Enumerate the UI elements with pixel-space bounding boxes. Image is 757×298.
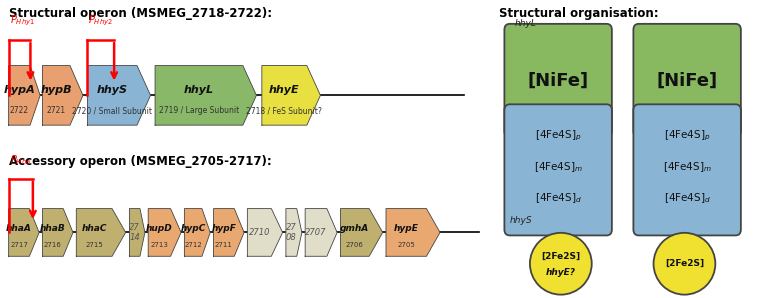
Polygon shape	[8, 66, 40, 125]
Text: [NiFe]: [NiFe]	[528, 72, 589, 89]
Polygon shape	[185, 209, 210, 256]
Text: hhyE: hhyE	[269, 85, 300, 95]
Text: 2706: 2706	[346, 242, 363, 248]
Polygon shape	[42, 209, 73, 256]
Polygon shape	[155, 66, 257, 125]
Polygon shape	[213, 209, 244, 256]
Text: $P_{Hhy1}$: $P_{Hhy1}$	[10, 14, 35, 28]
Text: hypA: hypA	[4, 85, 36, 95]
Text: 2721: 2721	[47, 106, 66, 115]
Text: [2Fe2S]: [2Fe2S]	[665, 259, 704, 268]
Text: 2720 / Small Subunit: 2720 / Small Subunit	[72, 106, 152, 115]
Text: hhyE?: hhyE?	[546, 268, 576, 277]
Polygon shape	[262, 66, 320, 125]
Text: Structural organisation:: Structural organisation:	[499, 7, 659, 21]
Text: 2716: 2716	[44, 242, 62, 248]
Text: [4Fe4S]$_d$: [4Fe4S]$_d$	[664, 191, 711, 205]
Polygon shape	[42, 66, 83, 125]
Text: hupD: hupD	[146, 224, 173, 233]
Text: 2713: 2713	[151, 242, 168, 248]
Text: [4Fe4S]$_d$: [4Fe4S]$_d$	[534, 191, 581, 205]
Text: 2712: 2712	[184, 242, 202, 248]
Text: [NiFe]: [NiFe]	[656, 72, 718, 89]
Text: 2711: 2711	[215, 242, 233, 248]
Text: 2717: 2717	[10, 242, 28, 248]
Text: hhyL: hhyL	[515, 19, 537, 28]
Text: hypB: hypB	[40, 85, 72, 95]
Text: [4Fe4S]$_p$: [4Fe4S]$_p$	[535, 128, 581, 143]
Polygon shape	[286, 209, 302, 256]
Text: Structural operon (MSMEG_2718-2722):: Structural operon (MSMEG_2718-2722):	[8, 7, 272, 21]
Text: 27
08: 27 08	[286, 223, 297, 242]
Text: 2718 / FeS Subunit?: 2718 / FeS Subunit?	[247, 106, 322, 115]
Text: $P_{Hha}$: $P_{Hha}$	[10, 153, 30, 167]
Polygon shape	[8, 209, 39, 256]
FancyBboxPatch shape	[504, 24, 612, 137]
Text: 2705: 2705	[397, 242, 415, 248]
Text: hhaC: hhaC	[82, 224, 107, 233]
Ellipse shape	[653, 233, 715, 295]
Text: gmhA: gmhA	[340, 224, 369, 233]
Text: [4Fe4S]$_m$: [4Fe4S]$_m$	[662, 160, 712, 174]
Text: hypE: hypE	[394, 224, 419, 233]
Text: hhaB: hhaB	[40, 224, 66, 233]
Text: hhaA: hhaA	[6, 224, 32, 233]
Text: [4Fe4S]$_p$: [4Fe4S]$_p$	[664, 128, 710, 143]
Text: [4Fe4S]$_m$: [4Fe4S]$_m$	[534, 160, 583, 174]
Ellipse shape	[530, 233, 592, 295]
Text: 2710: 2710	[248, 228, 270, 237]
FancyBboxPatch shape	[504, 104, 612, 235]
Polygon shape	[386, 209, 440, 256]
Polygon shape	[305, 209, 337, 256]
Text: Accessory operon (MSMEG_2705-2717):: Accessory operon (MSMEG_2705-2717):	[8, 155, 271, 168]
Polygon shape	[148, 209, 181, 256]
Text: hhyS: hhyS	[509, 216, 532, 225]
Polygon shape	[248, 209, 282, 256]
Polygon shape	[76, 209, 126, 256]
Text: 27
14: 27 14	[129, 223, 140, 242]
Polygon shape	[88, 66, 151, 125]
Text: [2Fe2S]: [2Fe2S]	[541, 252, 581, 261]
Polygon shape	[129, 209, 145, 256]
Text: hypC: hypC	[180, 224, 206, 233]
Text: 2719 / Large Subunit: 2719 / Large Subunit	[159, 106, 239, 115]
FancyBboxPatch shape	[634, 24, 741, 137]
Text: 2722: 2722	[10, 106, 29, 115]
Text: $P_{Hhy2}$: $P_{Hhy2}$	[89, 14, 114, 28]
Text: hypF: hypF	[211, 224, 236, 233]
Polygon shape	[341, 209, 383, 256]
Text: 2715: 2715	[86, 242, 103, 248]
Text: hhyS: hhyS	[97, 85, 128, 95]
Text: hhyL: hhyL	[184, 85, 214, 95]
FancyBboxPatch shape	[634, 104, 741, 235]
Text: 2707: 2707	[305, 228, 327, 237]
